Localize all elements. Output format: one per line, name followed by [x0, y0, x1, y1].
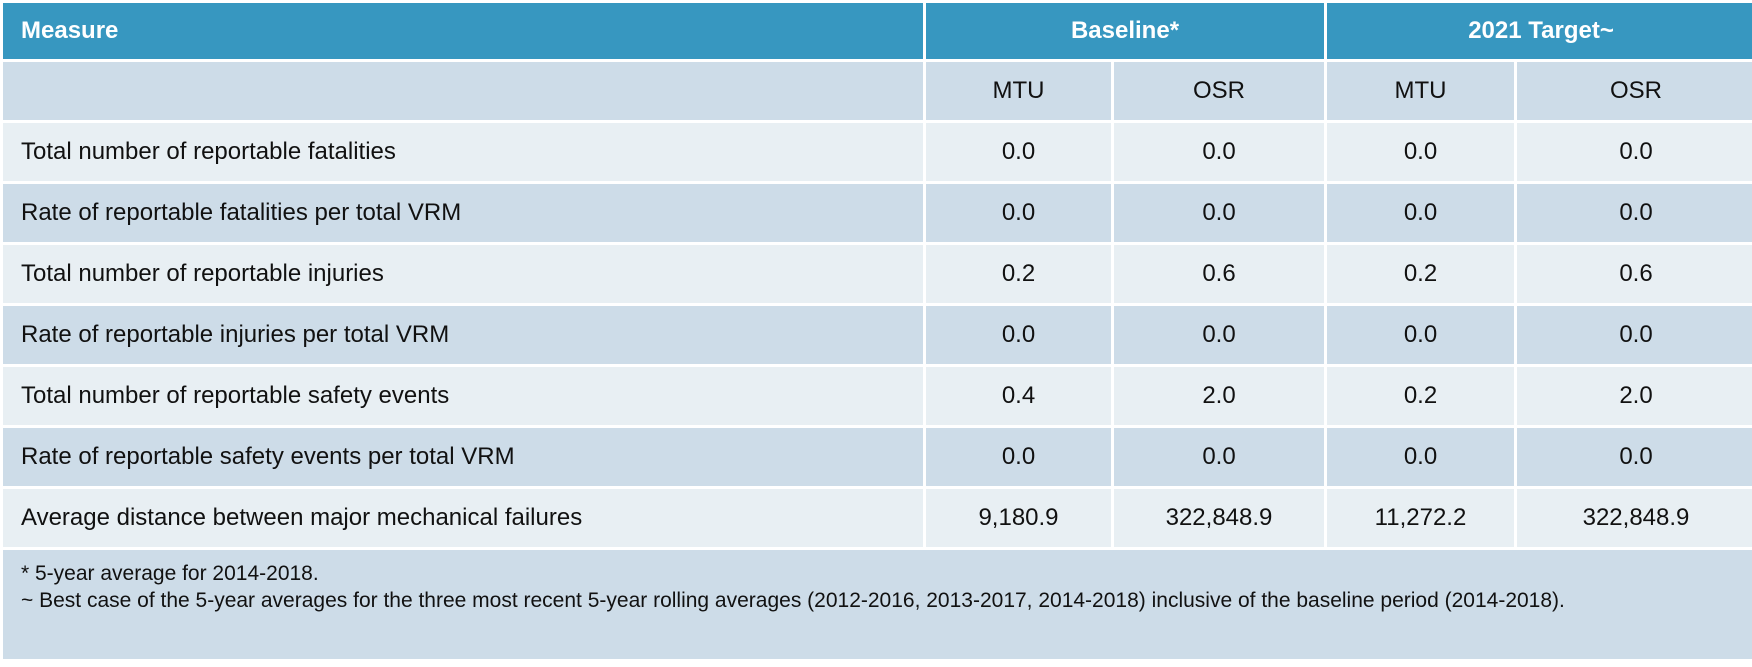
value-cell: 322,848.9 — [1114, 489, 1324, 547]
value-cell: 0.0 — [1114, 428, 1324, 486]
data-row: Rate of reportable fatalities per total … — [3, 184, 1752, 242]
measure-cell: Rate of reportable safety events per tot… — [3, 428, 923, 486]
value-cell: 0.0 — [1517, 428, 1752, 486]
value-cell: 11,272.2 — [1327, 489, 1514, 547]
value-cell: 0.0 — [1517, 184, 1752, 242]
note: ~ Best case of the 5-year averages for t… — [21, 589, 1565, 612]
value-cell: 0.0 — [926, 184, 1111, 242]
table-body: Measure Baseline* 2021 Target~ MTU OSR MTU OSR… — [3, 3, 1752, 659]
data-row: Rate of reportable safety events per tot… — [3, 428, 1752, 486]
subheader-cell: MTU — [1327, 62, 1514, 120]
notes-row: * 5-year average for 2014-2018. ~ Best ca… — [3, 550, 1752, 659]
value-cell: 0.0 — [1327, 306, 1514, 364]
value-cell: 0.2 — [1327, 245, 1514, 303]
value-cell: 9,180.9 — [926, 489, 1111, 547]
subheader-row: MTU OSR MTU OSR — [3, 62, 1752, 120]
value-cell: 0.2 — [1327, 367, 1514, 425]
header-cell: 2021 Target~ — [1327, 3, 1752, 59]
value-cell: 2.0 — [1517, 367, 1752, 425]
value-cell: 0.0 — [926, 306, 1111, 364]
subheader-cell — [3, 62, 923, 120]
value-cell: 0.0 — [1517, 306, 1752, 364]
value-cell: 0.0 — [1114, 184, 1324, 242]
value-cell: 0.0 — [926, 428, 1111, 486]
measure-cell: Total number of reportable fatalities — [3, 123, 923, 181]
subheader-cell: OSR — [1114, 62, 1324, 120]
value-cell: 0.0 — [1327, 428, 1514, 486]
measure-cell: Total number of reportable safety events — [3, 367, 923, 425]
value-cell: 2.0 — [1114, 367, 1324, 425]
value-cell: 0.0 — [1517, 123, 1752, 181]
value-cell: 0.0 — [1327, 123, 1514, 181]
header-row: Measure Baseline* 2021 Target~ — [3, 3, 1752, 59]
data-row: Total number of reportable fatalities 0.0… — [3, 123, 1752, 181]
value-cell: 0.0 — [1114, 123, 1324, 181]
measure-cell: Average distance between major mechanica… — [3, 489, 923, 547]
data-row: Rate of reportable injuries per total VR… — [3, 306, 1752, 364]
value-cell: 0.0 — [926, 123, 1111, 181]
value-cell: 0.4 — [926, 367, 1111, 425]
measure-cell: Rate of reportable fatalities per total … — [3, 184, 923, 242]
value-cell: 0.6 — [1517, 245, 1752, 303]
subheader-cell: OSR — [1517, 62, 1752, 120]
value-cell: 0.2 — [926, 245, 1111, 303]
data-row: Total number of reportable safety events… — [3, 367, 1752, 425]
data-row: Total number of reportable injuries 0.2 0.… — [3, 245, 1752, 303]
measure-cell: Total number of reportable injuries — [3, 245, 923, 303]
header-cell: Baseline* — [926, 3, 1324, 59]
value-cell: 322,848.9 — [1517, 489, 1752, 547]
value-cell: 0.0 — [1327, 184, 1514, 242]
subheader-cell: MTU — [926, 62, 1111, 120]
notes-cell: * 5-year average for 2014-2018. ~ Best ca… — [3, 550, 1752, 659]
value-cell: 0.0 — [1114, 306, 1324, 364]
header-cell: Measure — [3, 3, 923, 59]
data-row: Average distance between major mechanica… — [3, 489, 1752, 547]
measure-cell: Rate of reportable injuries per total VR… — [3, 306, 923, 364]
note: * 5-year average for 2014-2018. — [21, 562, 319, 585]
value-cell: 0.6 — [1114, 245, 1324, 303]
